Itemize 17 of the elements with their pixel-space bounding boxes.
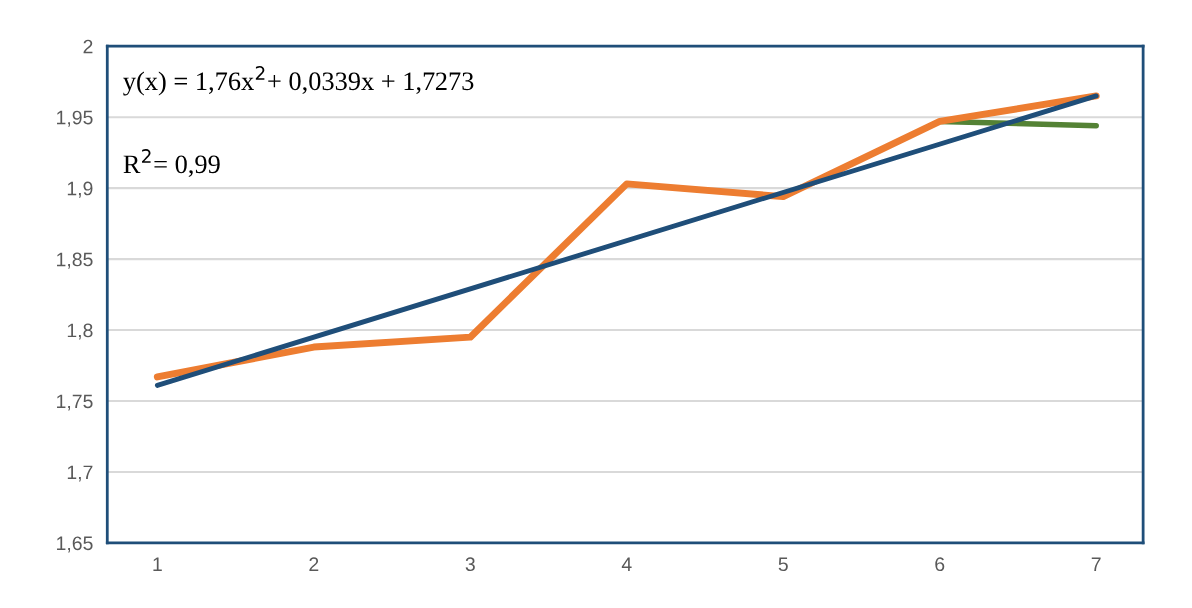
x-tick-label: 4 [621, 557, 632, 571]
y-tick-label: 1,85 [57, 252, 93, 269]
y-tick-label: 1,65 [57, 536, 93, 553]
y-tick-label: 1,95 [57, 110, 93, 127]
y-tick-label: 1,75 [57, 394, 93, 411]
x-tick-label: 2 [309, 557, 319, 571]
y-tick-label: 2 [83, 39, 93, 54]
x-tick-label: 5 [778, 557, 788, 572]
y-tick-label: 1,9 [67, 181, 93, 198]
x-tick-label: 1 [153, 557, 162, 571]
annotation: R$^{2}$= 0,99 [123, 149, 220, 177]
x-tick-label: 3 [465, 557, 475, 572]
x-tick-label: 6 [935, 557, 945, 572]
y-tick-label: 1,8 [67, 323, 93, 340]
y-tick-label: 1,7 [67, 465, 93, 482]
annotation: y(x) = 1,76x$^{2}$+ 0,0339x + 1,7273 [123, 66, 474, 96]
x-tick-label: 7 [1091, 557, 1101, 571]
